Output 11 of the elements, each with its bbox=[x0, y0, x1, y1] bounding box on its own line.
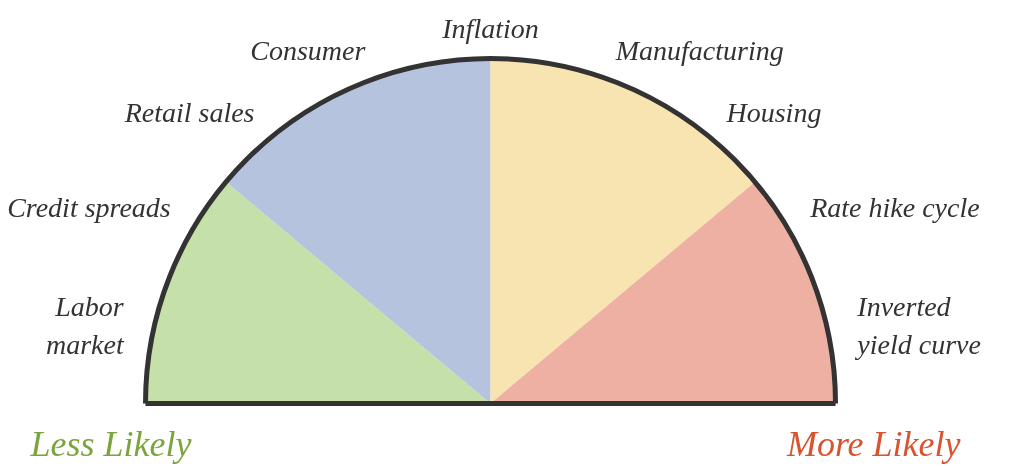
text: Labor market bbox=[45, 291, 125, 360]
text: Consumer bbox=[250, 34, 366, 66]
text: More Likely bbox=[785, 423, 961, 464]
text: Manufacturing bbox=[614, 34, 784, 66]
text: Credit spreads bbox=[7, 192, 171, 224]
text: Inflation bbox=[441, 13, 539, 44]
text: Rate hike cycle bbox=[809, 192, 980, 224]
text: Housing bbox=[725, 96, 822, 128]
text: Inverted yield curve bbox=[854, 291, 981, 360]
text: Less Likely bbox=[29, 423, 192, 464]
text: Retail sales bbox=[123, 96, 255, 128]
